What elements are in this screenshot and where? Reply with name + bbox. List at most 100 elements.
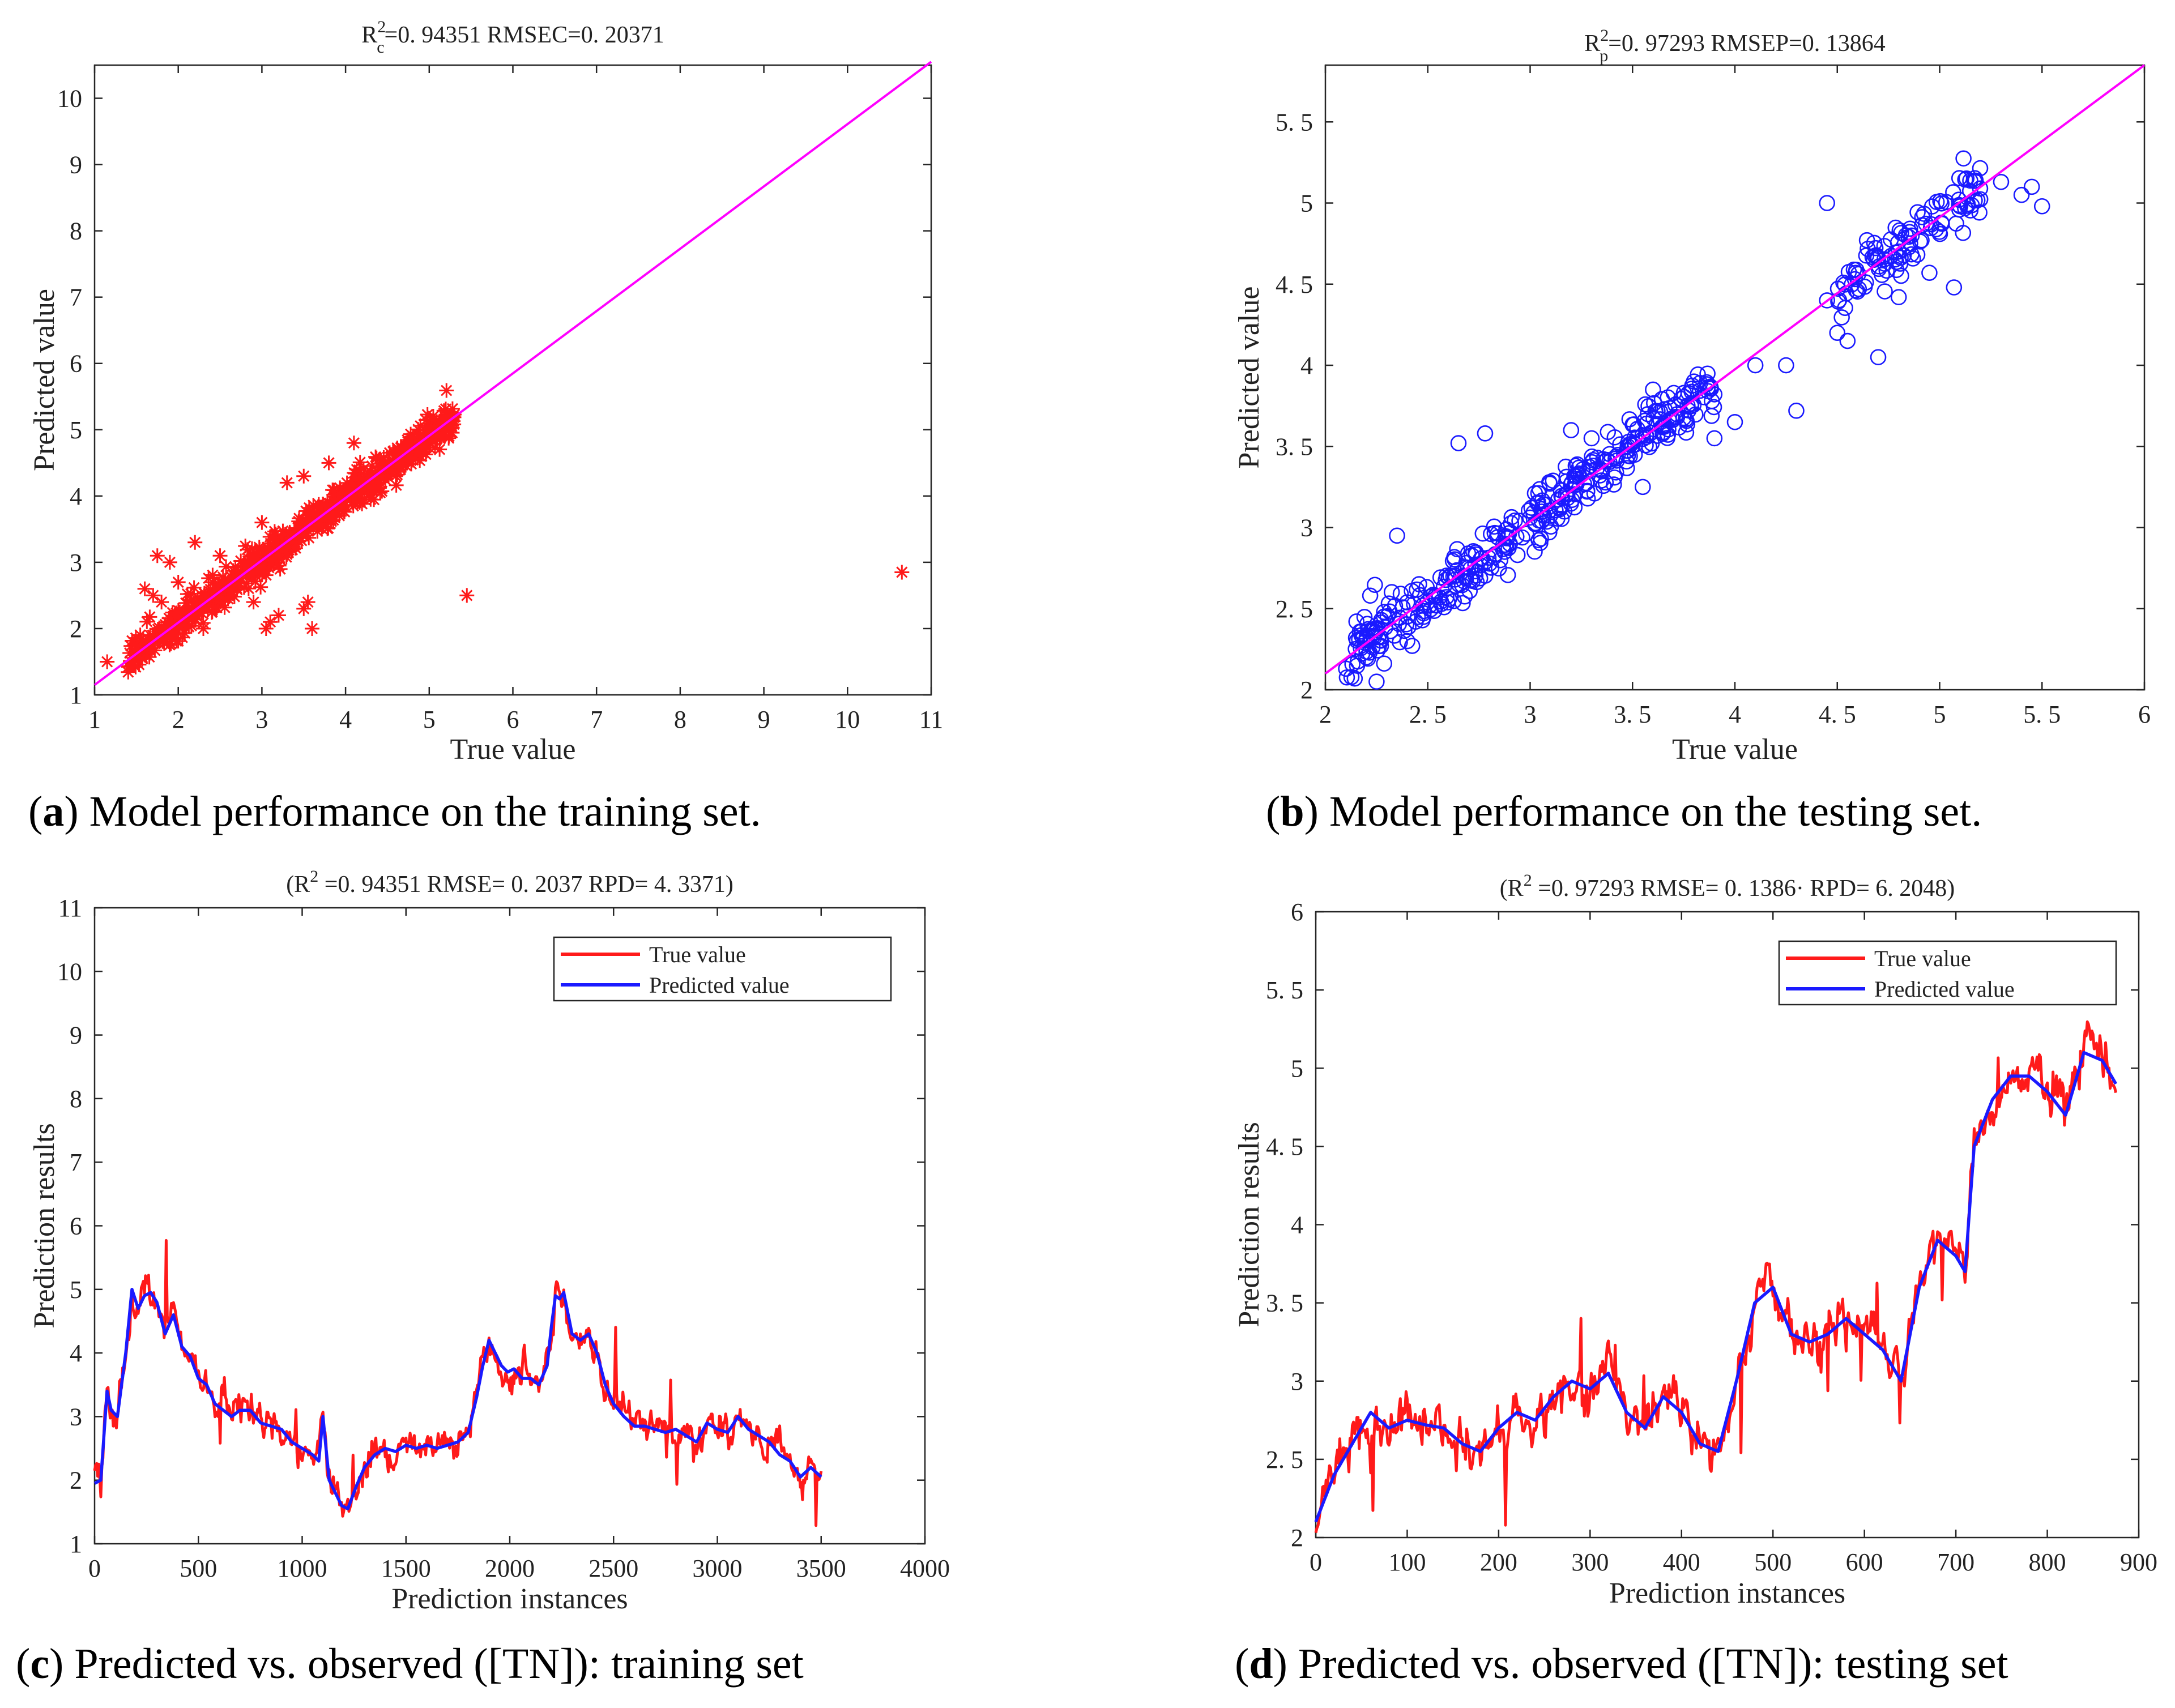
scatter-point xyxy=(1404,583,1420,599)
caption-c: (c) Predicted vs. observed ([TN]): train… xyxy=(16,1640,804,1688)
scatter-point xyxy=(1833,309,1850,326)
x-tick-label: 4. 5 xyxy=(1819,701,1856,728)
scatter-point xyxy=(335,494,350,510)
y-tick-label: 5 xyxy=(70,416,82,444)
scatter-point xyxy=(306,498,321,513)
scatter-point xyxy=(279,546,295,562)
scatter-point xyxy=(135,651,150,667)
scatter-point xyxy=(162,554,177,570)
scatter-point xyxy=(420,407,435,422)
scatter-point xyxy=(136,633,151,648)
scatter-point xyxy=(296,601,312,616)
scatter-point xyxy=(271,608,286,623)
x-tick-label: 6 xyxy=(2138,701,2151,728)
scatter-point xyxy=(1609,452,1625,469)
scatter-point xyxy=(1607,450,1624,467)
scatter-point xyxy=(167,608,182,623)
y-tick-label: 6 xyxy=(1291,898,1303,926)
scatter-point xyxy=(1399,633,1415,650)
scatter-point xyxy=(301,530,317,545)
scatter-point xyxy=(1584,448,1600,465)
scatter-point xyxy=(349,462,364,477)
scatter-point xyxy=(145,630,160,646)
scatter-point xyxy=(1649,403,1666,420)
scatter-point xyxy=(321,455,336,471)
y-tick-label: 4 xyxy=(70,482,82,510)
x-tick-label: 100 xyxy=(1388,1548,1426,1576)
scatter-point xyxy=(1645,381,1661,398)
y-tick-label: 5. 5 xyxy=(1276,108,1313,136)
x-tick-label: 4 xyxy=(339,706,352,733)
scatter-point xyxy=(1368,673,1385,690)
scatter-point xyxy=(1778,357,1794,374)
y-tick-label: 10 xyxy=(57,958,82,985)
scatter-point xyxy=(295,528,310,543)
scatter-point xyxy=(1656,417,1673,434)
scatter-point xyxy=(215,569,231,584)
scatter-point xyxy=(187,535,203,550)
scatter-point xyxy=(1619,438,1636,455)
y-tick-label: 3 xyxy=(1291,1368,1303,1395)
scatter-point xyxy=(314,521,330,536)
chart-title: R2 c=0. 94351 RMSEC=0. 20371 xyxy=(361,18,664,57)
scatter-point xyxy=(1376,604,1392,620)
y-tick-label: 5 xyxy=(1300,190,1313,217)
x-tick-label: 500 xyxy=(1754,1548,1792,1576)
scatter-point xyxy=(1415,608,1432,625)
scatter-point xyxy=(274,535,289,550)
scatter-point xyxy=(381,456,396,471)
scatter-point xyxy=(1849,283,1866,300)
scatter-point xyxy=(287,535,302,550)
scatter-point xyxy=(377,459,393,474)
scatter-point xyxy=(1888,262,1905,279)
y-tick-label: 8 xyxy=(70,1085,82,1113)
scatter-point xyxy=(1655,424,1671,441)
scatter-point xyxy=(253,579,268,595)
scatter-point xyxy=(436,419,451,434)
x-tick-label: 2 xyxy=(1319,701,1332,728)
scatter-point xyxy=(1455,595,1471,612)
x-tick-label: 1000 xyxy=(278,1555,327,1582)
scatter-point xyxy=(1878,262,1895,279)
scatter-point xyxy=(1877,283,1893,300)
scatter-point xyxy=(405,429,420,444)
scatter-point xyxy=(1474,525,1491,542)
scatter-point xyxy=(240,542,255,557)
scatter-point xyxy=(154,595,169,610)
scatter-point xyxy=(1372,638,1389,654)
scatter-point xyxy=(1392,634,1408,651)
x-axis-label: Prediction instances xyxy=(1609,1577,1845,1609)
caption-a: (a) Model performance on the training se… xyxy=(28,788,761,835)
scatter-point xyxy=(257,544,272,559)
y-tick-label: 5 xyxy=(70,1276,82,1304)
scatter-point xyxy=(1563,422,1580,438)
scatter-point xyxy=(1444,553,1461,569)
legend-label: True value xyxy=(1874,946,1971,971)
legend-label: Predicted value xyxy=(1874,976,2015,1002)
scatter-point xyxy=(270,554,285,570)
scatter-point xyxy=(1593,472,1610,489)
scatter-point xyxy=(242,564,258,579)
x-tick-label: 2000 xyxy=(485,1555,535,1582)
caption-d: (d) Predicted vs. observed ([TN]): testi… xyxy=(1235,1640,2008,1688)
scatter-point xyxy=(1435,578,1452,595)
scatter-point xyxy=(201,596,216,611)
scatter-point xyxy=(1726,413,1743,430)
scatter-point xyxy=(184,618,199,634)
scatter-point xyxy=(1358,649,1375,666)
scatter-point xyxy=(240,553,255,569)
x-tick-label: 3. 5 xyxy=(1614,701,1651,728)
scatter-point xyxy=(220,591,236,607)
scatter-point xyxy=(1848,262,1865,278)
y-tick-label: 7 xyxy=(70,1148,82,1176)
scatter-point xyxy=(1637,427,1654,443)
legend: True value Predicted value xyxy=(1778,940,2117,1006)
scatter-point xyxy=(1569,456,1586,473)
y-tick-label: 2 xyxy=(1300,676,1313,704)
scatter-point xyxy=(382,445,397,460)
scatter-point xyxy=(362,468,378,483)
scatter-point xyxy=(393,460,408,475)
scatter-point xyxy=(1702,380,1718,397)
x-tick-label: 2 xyxy=(172,706,185,733)
